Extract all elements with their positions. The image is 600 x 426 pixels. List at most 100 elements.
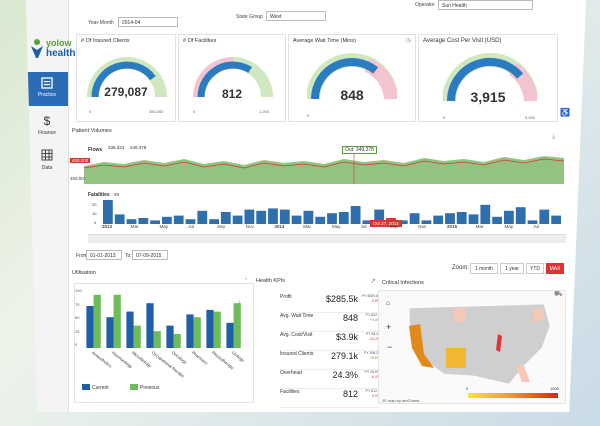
kpi-delta: 0.0% — [372, 394, 380, 398]
sidebar-item-practice[interactable]: Practice — [26, 72, 68, 106]
flow-value-1: 336,323 — [108, 145, 125, 150]
zoom-max-button[interactable]: MAX — [546, 263, 564, 274]
fatalities-bar — [185, 219, 196, 224]
operator-select[interactable]: Sun Health — [438, 0, 533, 10]
timeline-label: Jul — [533, 224, 540, 229]
utilisation-bar-previous — [153, 331, 161, 348]
from-date-value: 01-01-2013 — [90, 253, 116, 259]
date-flag: Oct 27, 2014 — [370, 220, 402, 227]
fatalities-bar — [197, 210, 208, 224]
fatalities-bar — [244, 209, 255, 224]
kpi-row: Avg. Cost/Visit $3.9k PY $3.2k -20.4% — [280, 330, 380, 351]
timeline-label: Sep — [217, 224, 226, 229]
utilisation-bar-chart — [86, 294, 241, 348]
timeline-label: Jul — [360, 224, 367, 229]
dollar-icon: $ — [43, 114, 51, 128]
card-title: Average Wait Time (Mins) — [293, 38, 356, 44]
download-icon[interactable]: ⤓ — [552, 133, 556, 140]
kpi-label: Facilities — [280, 389, 300, 395]
timeline-label: May — [332, 224, 341, 229]
utilisation-bar-previous — [133, 325, 141, 348]
fatalities-bar — [409, 213, 420, 224]
fatalities-bar — [515, 207, 526, 224]
fatalities-bar — [480, 204, 491, 224]
fatalities-bar — [126, 219, 137, 224]
legend-previous-label: Previous — [140, 385, 160, 391]
card-insured-clients: # Of Insured Clients 279,087 0 350,000 — [76, 34, 176, 122]
fatalities-bar — [232, 215, 243, 224]
sidebar-item-data[interactable]: Data — [26, 145, 68, 179]
fatalities-axis-10: 10 — [92, 211, 97, 216]
gauge-max: 1,200 — [259, 109, 270, 114]
to-date-input[interactable]: 07-09-2015 — [132, 250, 168, 260]
timeline-label: 2015 — [447, 224, 458, 229]
operator-label: Operator — [415, 2, 435, 8]
from-date-input[interactable]: 01-01-2013 — [86, 250, 122, 260]
gauge-value: 812 — [221, 87, 243, 101]
state-florida[interactable] — [516, 366, 530, 382]
zoom-1-year-button[interactable]: 1 year — [500, 263, 524, 274]
sidebar-item-label: Data — [41, 165, 53, 171]
map-color-scale — [468, 393, 558, 398]
state-group-value: West — [270, 14, 282, 20]
state-northeast[interactable] — [532, 308, 544, 322]
state-california[interactable] — [409, 324, 434, 368]
gauge-max: 350,000 — [149, 109, 164, 114]
utilisation-bar-previous — [173, 334, 181, 348]
fatalities-bar — [374, 209, 385, 224]
gauge-wait-time — [307, 53, 397, 100]
utilisation-y-tick: 75 — [75, 301, 80, 307]
utilisation-y-tick: 50 — [75, 315, 80, 320]
state-highlight[interactable] — [454, 308, 466, 322]
kpi-label: Avg. Wait Time — [280, 313, 314, 319]
from-label: From: — [76, 253, 90, 259]
fatalities-bar — [421, 220, 432, 224]
flows-area-chart — [84, 148, 564, 184]
card-title: Average Cost Per Visit (USD) — [423, 38, 502, 44]
timeline-label: 2013 — [102, 224, 113, 229]
fatalities-bar — [492, 216, 502, 224]
year-month-label: Year-Month — [88, 20, 114, 26]
utilisation-title: Utilisation — [72, 270, 96, 276]
state-red[interactable] — [496, 334, 502, 352]
fatalities-bar — [162, 216, 172, 224]
fatalities-bar — [350, 206, 361, 224]
flows-label: Flows — [88, 147, 103, 153]
fatalities-bar — [527, 220, 538, 224]
timeline-label: Nov — [418, 224, 427, 229]
zoom-in-icon[interactable]: + — [386, 322, 392, 332]
utilisation-bar-previous — [193, 317, 201, 348]
timeline-label: Jul — [188, 224, 195, 229]
navigator-scrollbar[interactable] — [88, 234, 566, 243]
fatalities-axis-0: 0 — [94, 220, 97, 225]
accessibility-icon[interactable]: ♿ — [560, 108, 570, 117]
card-wait-time: Average Wait Time (Mins) ◷ 848 0 — [288, 34, 416, 122]
sidebar-item-label: Finance — [38, 130, 56, 136]
zoom-ytd-button[interactable]: YTD — [526, 263, 544, 274]
utilisation-bar-current — [186, 314, 194, 348]
state-group-select[interactable]: West — [266, 11, 326, 21]
fatalities-bar — [456, 212, 467, 224]
timeline-label: May — [504, 224, 514, 229]
zoom-label: Zoom: — [452, 265, 470, 271]
home-icon[interactable]: ⌂ — [386, 300, 391, 307]
table-icon — [40, 149, 54, 163]
fatalities-bar — [315, 216, 326, 224]
state-new-mexico[interactable] — [446, 348, 466, 368]
truck-icon[interactable]: ⛟ — [554, 291, 563, 298]
axis-low-label: 320,000 — [70, 176, 87, 181]
timeline-label: Sep — [389, 224, 398, 229]
zoom-1-month-button[interactable]: 1 month — [470, 263, 498, 274]
fatalities-bar — [338, 212, 349, 224]
logo-text-line2: health — [46, 48, 76, 59]
kpi-value: 848 — [342, 313, 358, 323]
sidebar-item-finance[interactable]: $ Finance — [26, 110, 68, 144]
gauge-insured-clients — [87, 57, 167, 98]
dashboard-screen: yolow health Practice $ Finance Data Yea… — [26, 0, 586, 412]
gauge-min: 0 — [89, 109, 92, 114]
utilisation-download-icon[interactable]: ⤓ — [238, 300, 241, 306]
year-month-select[interactable]: 2014-04 — [118, 17, 178, 27]
gauge-cost-per-visit — [443, 53, 537, 102]
kpi-value: 24.3% — [332, 370, 358, 380]
zoom-out-icon[interactable]: − — [387, 342, 393, 352]
